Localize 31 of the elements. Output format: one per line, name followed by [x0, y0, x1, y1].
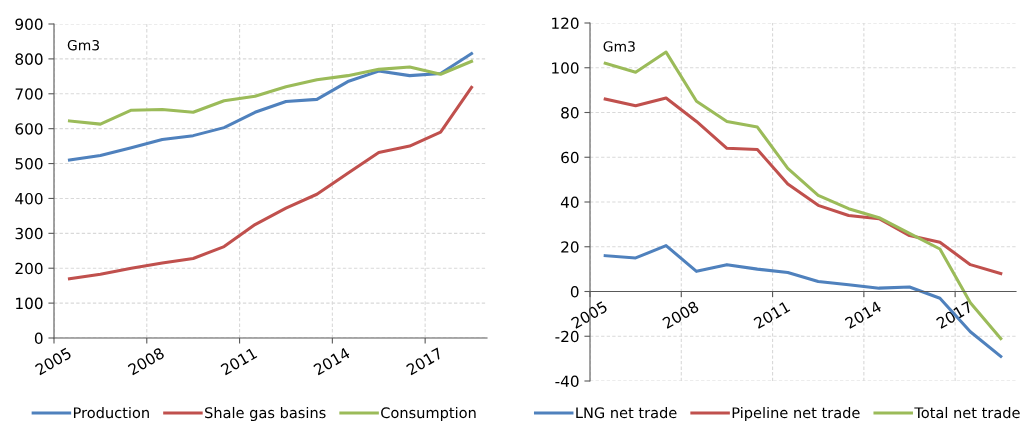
y-tick-label: 80: [561, 106, 579, 119]
y-tick-label: 200: [15, 262, 43, 275]
y-tick-label: 20: [561, 241, 579, 253]
legend-label: Consumption: [381, 406, 476, 422]
y-tick-label: 300: [15, 227, 43, 240]
y-tick-label: 700: [15, 88, 43, 100]
legend-label: Total net trade: [914, 406, 1020, 419]
y-tick-label: 900: [15, 18, 43, 31]
y-tick-label: 800: [15, 53, 43, 65]
line-series: [603, 96, 1003, 276]
line-series: [67, 59, 474, 126]
y-tick-label: -40: [555, 375, 579, 388]
legend-label: Shale gas basins: [205, 406, 326, 422]
y-axis-title: Gm3: [603, 41, 635, 52]
y-tick-label: 400: [15, 192, 43, 205]
y-tick-label: 120: [552, 17, 579, 30]
y-tick-label: 40: [560, 196, 579, 209]
y-tick-label: -20: [555, 330, 579, 343]
legend-label: LNG net trade: [576, 406, 677, 419]
y-tick-label: 100: [552, 62, 579, 74]
line-series: [67, 52, 474, 162]
line-series: [67, 85, 474, 281]
legend-label: Production: [73, 406, 149, 419]
y-tick-label: 600: [15, 123, 43, 135]
y-tick-label: 0: [34, 332, 43, 345]
y-tick-label: 100: [16, 297, 43, 310]
y-axis-title: Gm3: [67, 39, 100, 51]
legend-label: Pipeline net trade: [732, 406, 860, 422]
y-tick-label: 0: [570, 285, 579, 298]
y-tick-label: 500: [15, 158, 43, 170]
y-tick-label: 60: [561, 151, 579, 164]
